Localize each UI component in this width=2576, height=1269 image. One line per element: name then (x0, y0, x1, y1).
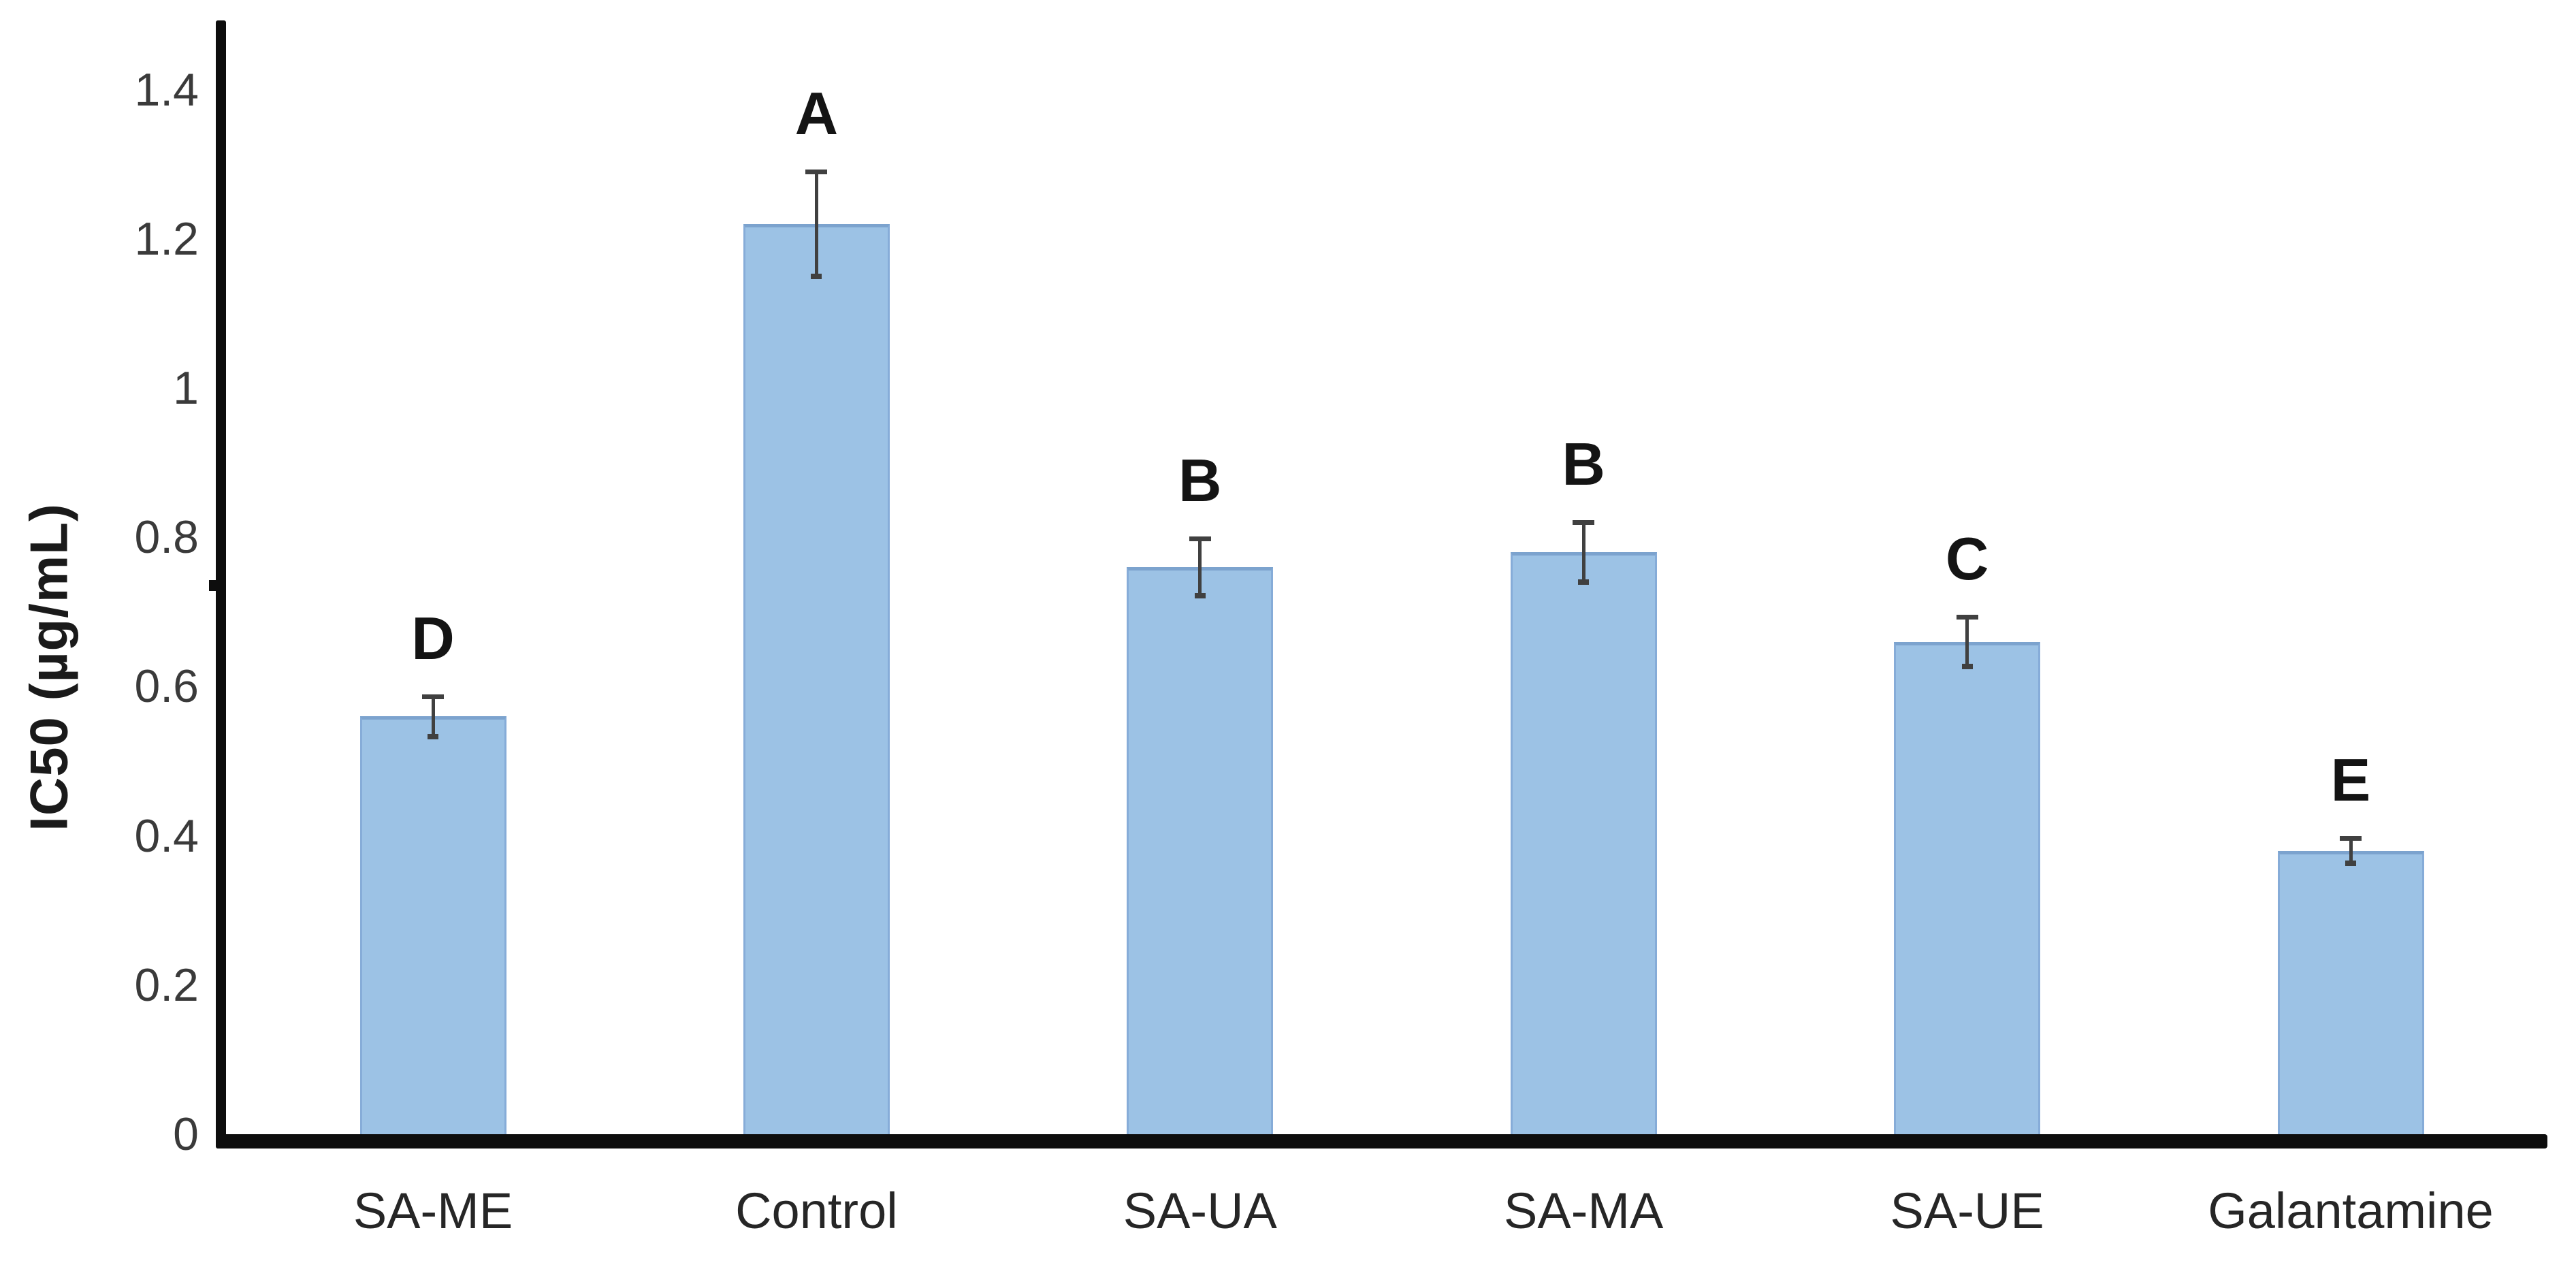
y-tick-label-1.4: 1.4 (134, 63, 199, 116)
significance-letter-control: A (794, 80, 839, 148)
significance-letter-sa-ua: B (1178, 447, 1222, 515)
y-tick-label-0.8: 0.8 (134, 511, 199, 564)
x-axis-line (216, 1134, 2547, 1148)
error-bar-line (2349, 837, 2353, 864)
error-bar-top-cap (1956, 615, 1978, 620)
y-tick-label-0: 0 (173, 1108, 199, 1160)
error-bar-bottom-nub (1578, 579, 1590, 585)
error-bar-line (431, 696, 435, 737)
y-tick-label-1.2: 1.2 (134, 212, 199, 265)
category-label-galantamine: Galantamine (2208, 1183, 2494, 1239)
error-bar-bottom-nub (428, 733, 438, 739)
y-tick-label-0.2: 0.2 (134, 959, 199, 1011)
error-bar-top-cap (805, 170, 828, 175)
bar-sa-ua (1127, 567, 1274, 1134)
y-tick-label-1: 1 (173, 362, 199, 414)
category-label-sa-ma: SA-MA (1504, 1183, 1664, 1239)
y-axis-notch (209, 580, 217, 591)
error-bar-line (1581, 522, 1585, 582)
significance-letter-sa-ue: C (1945, 525, 1989, 593)
error-bar-line (1965, 617, 1969, 666)
y-tick-label-0.6: 0.6 (134, 660, 199, 713)
error-bar-top-cap (1189, 536, 1211, 542)
category-label-sa-ue: SA-UE (1890, 1183, 2044, 1239)
bar-galantamine (2277, 850, 2424, 1134)
bar-sa-ue (1894, 641, 2041, 1134)
error-bar-bottom-nub (1194, 592, 1206, 598)
bar-sa-me (359, 716, 506, 1134)
error-bar-top-cap (422, 694, 444, 699)
significance-letter-sa-me: D (411, 604, 455, 672)
error-bar-bottom-nub (2345, 861, 2356, 867)
error-bar-line (1198, 539, 1202, 596)
bar-control (743, 223, 890, 1134)
y-axis-line (216, 20, 226, 1148)
category-label-sa-ua: SA-UA (1123, 1183, 1277, 1239)
significance-letter-galantamine: E (2330, 745, 2371, 814)
y-tick-label-0.4: 0.4 (134, 809, 199, 862)
category-label-sa-me: SA-ME (353, 1183, 513, 1239)
error-bar-top-cap (2340, 835, 2362, 841)
significance-letter-sa-ma: B (1562, 430, 1605, 498)
bar-sa-ma (1510, 552, 1657, 1134)
error-bar-line (814, 172, 818, 276)
error-bar-top-cap (1573, 520, 1595, 526)
error-bar-bottom-nub (1961, 663, 1973, 669)
error-bar-bottom-nub (811, 273, 822, 279)
category-label-control: Control (735, 1183, 898, 1239)
